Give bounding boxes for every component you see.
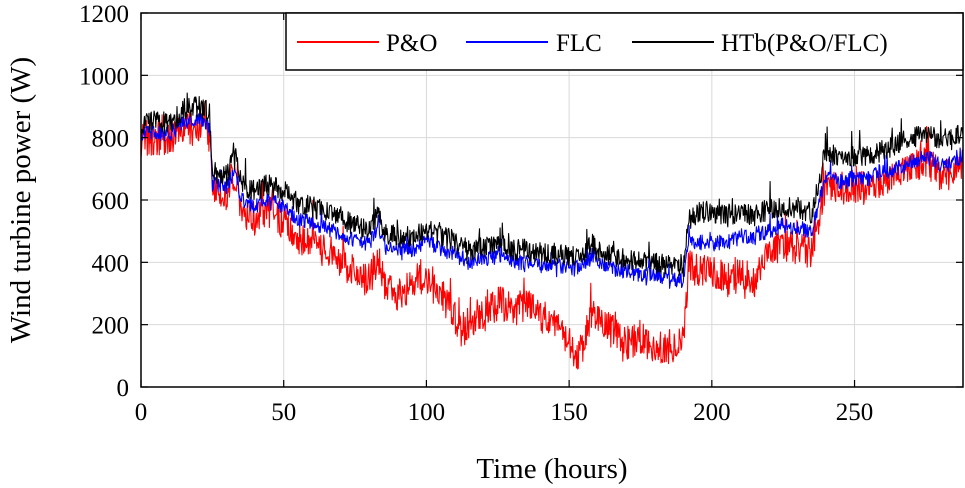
y-tick-label: 200 <box>92 313 130 340</box>
series-line-flc <box>141 113 963 289</box>
x-tick-label: 50 <box>271 399 296 426</box>
series-line-htb-p-o-flc- <box>141 92 963 278</box>
y-tick-label: 1200 <box>79 1 129 28</box>
x-tick-label: 0 <box>135 399 148 426</box>
y-tick-label: 800 <box>92 126 130 153</box>
legend-label-p-and-o: P&O <box>386 30 437 57</box>
x-tick-label: 200 <box>693 399 731 426</box>
legend-label-flc: FLC <box>556 30 602 57</box>
y-tick-label: 400 <box>92 250 130 277</box>
y-tick-label: 600 <box>92 188 130 215</box>
legend-box <box>285 12 964 71</box>
x-tick-label: 100 <box>408 399 446 426</box>
y-tick-label: 0 <box>117 375 130 402</box>
y-axis-title: Wind turbine power (W) <box>5 57 37 343</box>
legend-label-htb: HTb(P&O/FLC) <box>721 30 888 57</box>
x-tick-label: 250 <box>836 399 874 426</box>
y-tick-label: 1000 <box>79 63 129 90</box>
series-layer <box>141 92 963 370</box>
x-tick-label: 150 <box>550 399 588 426</box>
tick-labels: 0 50 100 150 200 250 0 200 400 600 800 1000 1200 <box>79 1 873 426</box>
x-axis-title: Time (hours) <box>476 453 627 485</box>
axis-ticks <box>140 12 963 388</box>
legend: P&O FLC HTb(P&O/FLC) <box>285 12 964 71</box>
